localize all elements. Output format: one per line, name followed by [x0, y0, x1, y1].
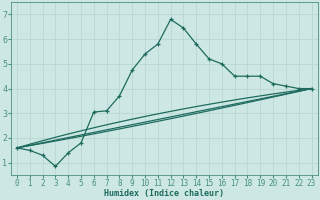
- X-axis label: Humidex (Indice chaleur): Humidex (Indice chaleur): [104, 189, 224, 198]
